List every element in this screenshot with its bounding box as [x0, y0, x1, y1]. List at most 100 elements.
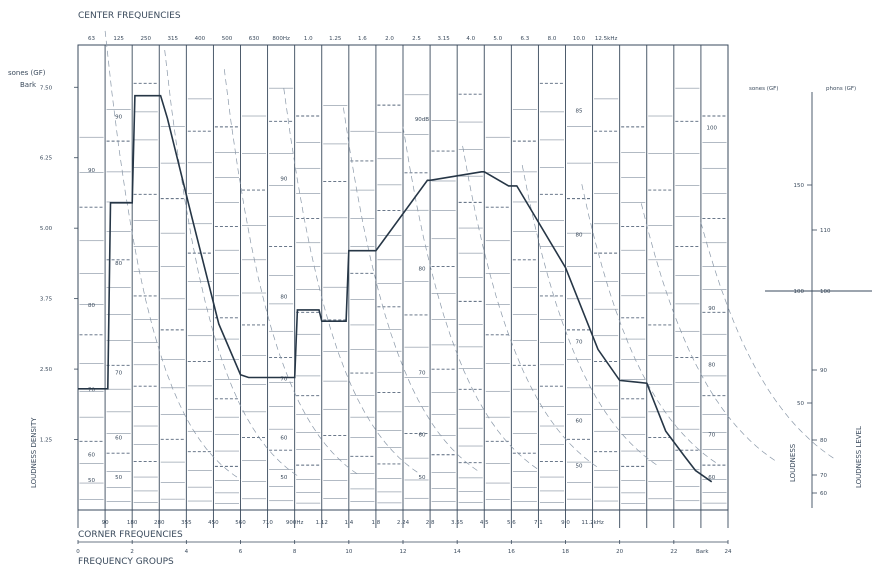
band-level-label: 80	[576, 233, 583, 239]
corner-frequency-label: 710	[262, 520, 273, 526]
band-level-label: 60	[708, 475, 715, 481]
center-frequency-label: 800Hz	[272, 36, 290, 42]
y-tick-label: 3.75	[40, 297, 53, 303]
y-axis-side-label: LOUDNESS DENSITY	[30, 417, 38, 488]
frequency-group-label: 0	[76, 549, 80, 555]
band-level-label: 70	[708, 433, 715, 439]
center-frequency-label: 630	[249, 36, 260, 42]
center-frequency-label: 12.5kHz	[595, 36, 618, 42]
guide-curve	[223, 69, 360, 476]
center-frequency-label: 6.3	[521, 36, 530, 42]
band-level-label: 70	[88, 388, 95, 394]
band-level-label: 50	[88, 478, 95, 484]
guide-curve	[283, 88, 420, 474]
center-frequency-label: 315	[168, 36, 179, 42]
band-level-label: 70	[418, 371, 425, 377]
band-level-label: 80	[708, 362, 715, 368]
band-level-label: 60	[576, 419, 583, 425]
band-level-label: 80	[280, 295, 287, 301]
nomogram-phons-label: 70	[820, 473, 827, 479]
band-level-label: 80	[418, 266, 425, 272]
corner-frequency-label: 5.6	[507, 520, 516, 526]
band-level-label: 50	[418, 475, 425, 481]
chart-marks: 63 125 250 315 400 500 630 800Hz 1.0 1.25 1.6 2.0 2.…	[76, 36, 732, 555]
center-frequency-label: 500	[222, 36, 233, 42]
guide-curve	[521, 165, 658, 466]
guide-curve	[581, 184, 718, 464]
corner-frequency-label: 11.2kHz	[581, 520, 604, 526]
center-frequency-label: 10.0	[573, 36, 586, 42]
frequency-group-label: 18	[562, 549, 569, 555]
y-tick-label: 1.25	[40, 438, 53, 444]
band-level-label: 80	[115, 261, 122, 267]
nomogram-sones-label: 50	[797, 401, 804, 407]
guide-curve	[402, 126, 539, 470]
frequency-group-label: 22	[670, 549, 677, 555]
corner-frequency-label: 180	[127, 520, 138, 526]
center-frequency-label: 2.0	[385, 36, 394, 42]
corner-frequency-label: 1.8	[372, 520, 381, 526]
corner-frequency-label: 2.24	[397, 520, 410, 526]
frequency-group-label: 20	[616, 549, 623, 555]
band-level-label: 90	[708, 306, 715, 312]
frequency-group-label: 14	[454, 549, 461, 555]
frequency-group-label: 10	[345, 549, 352, 555]
center-frequency-label: 4.0	[466, 36, 475, 42]
center-frequency-label: 3.15	[438, 36, 451, 42]
band-level-label: 60	[418, 433, 425, 439]
center-frequency-label: 1.0	[304, 36, 313, 42]
guide-curve	[164, 50, 301, 478]
y-axis-unit: Bark	[20, 81, 37, 89]
nomogram-loudness-label: LOUDNESS	[789, 443, 797, 482]
frequency-group-label: 6	[239, 549, 243, 555]
band-level-label: 70	[280, 376, 287, 382]
frequency-group-label: 16	[508, 549, 515, 555]
nomogram-phons-header: phons (GF)	[826, 86, 856, 92]
corner-frequency-label: 900Hz	[286, 520, 304, 526]
band-level-label: 70	[115, 371, 122, 377]
frequency-group-label: 12	[400, 549, 407, 555]
guide-curve	[700, 222, 837, 461]
frequency-groups-title: FREQUENCY GROUPS	[78, 557, 174, 567]
center-frequency-label: 250	[140, 36, 151, 42]
chart-grid: 1.25 2.50 3.75 5.00 6.25 7.50	[40, 30, 837, 544]
frequency-group-label: 4	[185, 549, 189, 555]
band-level-label: 60	[280, 436, 287, 442]
band-level-label: 50	[576, 464, 583, 470]
nomogram-sones-header: sones (GF)	[749, 86, 778, 92]
y-axis-label-top: sones (GF)	[8, 69, 46, 77]
bark-unit-label: Bark	[696, 549, 709, 555]
center-frequency-label: 8.0	[548, 36, 557, 42]
center-frequency-label: 1.6	[358, 36, 367, 42]
frequency-group-label: 24	[725, 549, 732, 555]
corner-frequency-label: 2.8	[426, 520, 435, 526]
band-level-label: 90	[115, 114, 122, 120]
nomogram-sones-label: 150	[794, 183, 805, 189]
guide-curve	[343, 107, 480, 472]
band-level-label: 60	[88, 452, 95, 458]
corner-frequency-label: 4.5	[480, 520, 489, 526]
band-level-label: 90	[280, 176, 287, 182]
band-level-label: 50	[115, 475, 122, 481]
band-level-label: 90dB	[415, 117, 429, 123]
center-frequency-label: 2.5	[412, 36, 421, 42]
corner-frequency-label: 355	[181, 520, 192, 526]
guide-curve	[462, 145, 599, 468]
nomogram-phons-label: 60	[820, 491, 827, 497]
corner-frequency-label: 450	[208, 520, 219, 526]
band-level-label: 90	[88, 168, 95, 174]
corner-frequency-label: 1.4	[344, 520, 353, 526]
band-level-label: 60	[115, 436, 122, 442]
guide-curve	[640, 203, 777, 463]
band-level-label: 70	[576, 340, 583, 346]
loudness-density-curve	[78, 94, 713, 483]
band-level-label: 50	[280, 475, 287, 481]
band-level-label: 100	[707, 126, 718, 132]
corner-frequency-label: 7.1	[534, 520, 543, 526]
corner-frequency-label: 90	[102, 520, 109, 526]
nomogram-sones-label: 100	[794, 289, 805, 295]
center-frequency-label: 1.25	[329, 36, 342, 42]
band-level-label: 85	[576, 109, 583, 115]
guide-curve	[104, 30, 241, 480]
